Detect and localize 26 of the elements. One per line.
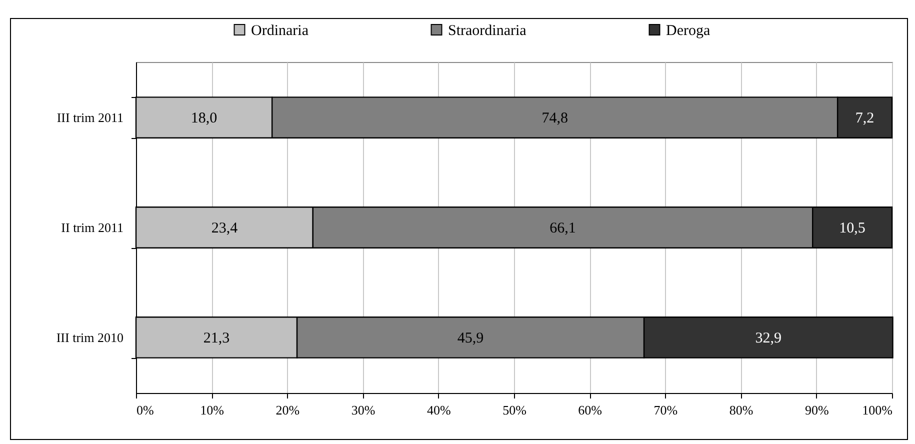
data-label: 7,2 [855, 110, 874, 127]
x-tick-label: 80% [729, 402, 754, 418]
data-label: 18,0 [190, 110, 218, 127]
data-label: 66,1 [550, 220, 576, 236]
data-label: 74,8 [542, 110, 568, 127]
y-tick-label: III trim 2010 [56, 330, 124, 345]
x-tick-label: 70% [654, 402, 678, 418]
legend-label: Deroga [666, 22, 710, 39]
data-label: 45,9 [457, 330, 484, 346]
data-label: 32,9 [755, 330, 782, 346]
x-tick-label: 100% [862, 402, 893, 418]
x-tick-label: 20% [276, 402, 300, 418]
x-tick-label: 30% [351, 402, 376, 418]
x-tick-label: 50% [502, 402, 527, 418]
y-tick-label: III trim 2011 [56, 110, 124, 126]
x-tick-label: 40% [426, 402, 451, 418]
x-tick-label: 60% [578, 402, 602, 418]
data-label: 10,5 [839, 220, 866, 236]
x-tick-label: 0% [136, 402, 154, 418]
legend-label: Straordinaria [448, 22, 527, 39]
y-tick-label: II trim 2011 [61, 220, 124, 235]
data-label: 23,4 [211, 220, 238, 236]
x-tick-label: 90% [804, 402, 829, 418]
data-label: 21,3 [203, 330, 230, 346]
x-tick-label: 10% [200, 402, 224, 418]
legend-label: Ordinaria [251, 22, 309, 39]
